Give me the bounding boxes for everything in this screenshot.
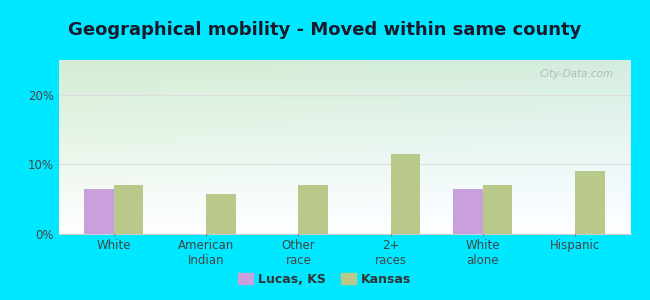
Bar	[483, 185, 512, 234]
Text: Geographical mobility - Moved within same county: Geographical mobility - Moved within sam…	[68, 21, 582, 39]
Bar	[84, 189, 114, 234]
Bar	[298, 185, 328, 234]
Bar	[575, 171, 604, 234]
Bar	[114, 185, 144, 234]
Text: City-Data.com: City-Data.com	[540, 69, 614, 79]
Bar	[453, 189, 483, 234]
Bar	[391, 154, 420, 234]
Bar	[206, 194, 236, 234]
Legend: Lucas, KS, Kansas: Lucas, KS, Kansas	[233, 268, 417, 291]
